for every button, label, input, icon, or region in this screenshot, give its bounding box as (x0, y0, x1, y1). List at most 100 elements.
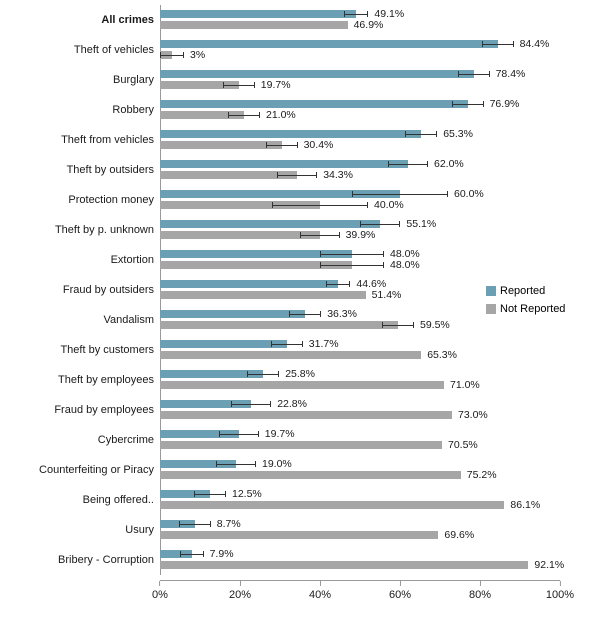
chart-row: Cybercrime 19.7% 70.5% (0, 425, 598, 455)
legend: Reported Not Reported (486, 285, 565, 321)
chart-row: Theft from vehicles65.3%30.4% (0, 125, 598, 155)
category-label: Being offered.. (10, 494, 160, 506)
value-label-reported: 36.3% (327, 308, 357, 320)
errorbar-notreported (320, 261, 384, 269)
category-label: Bribery - Corruption (10, 554, 160, 566)
category-label: Cybercrime (10, 434, 160, 446)
bar-notreported (160, 441, 442, 449)
bar-reported (160, 280, 338, 288)
value-label-notreported: 30.4% (304, 139, 334, 151)
errorbar-reported (326, 280, 350, 288)
bars-holder: 7.9%92.1% (160, 545, 560, 575)
errorbar-notreported (266, 141, 298, 149)
category-label: Counterfeiting or Piracy (10, 464, 160, 476)
value-label-reported: 78.4% (496, 68, 526, 80)
value-label-notreported: 92.1% (534, 559, 564, 571)
errorbar-notreported (228, 111, 260, 119)
chart-row: Theft by outsiders62.0%34.3% (0, 155, 598, 185)
value-label-notreported: 69.6% (444, 529, 474, 541)
bars-holder: 49.1%46.9% (160, 5, 560, 35)
bars-holder: 25.8%71.0% (160, 365, 560, 395)
bar-notreported (160, 21, 348, 29)
chart-row: Fraud by employees 22.8% 73.0% (0, 395, 598, 425)
legend-label: Reported (500, 285, 545, 297)
bar-reported (160, 220, 380, 228)
bars-holder: 84.4%3% (160, 35, 560, 65)
legend-swatch (486, 286, 496, 296)
bars-holder: 8.7%69.6% (160, 515, 560, 545)
chart-row: Counterfeiting or Piracy19.0%75.2% (0, 455, 598, 485)
category-label: Theft by p. unknown (10, 224, 160, 236)
bar-notreported (160, 411, 452, 419)
x-tick-label: 0% (152, 589, 168, 601)
category-label: Theft of vehicles (10, 44, 160, 56)
value-label-reported: 60.0% (454, 188, 484, 200)
category-label: Burglary (10, 74, 160, 86)
errorbar-reported (344, 10, 368, 18)
errorbar-reported (352, 190, 448, 198)
errorbar-reported (405, 130, 437, 138)
errorbar-reported (289, 310, 321, 318)
bar-reported (160, 70, 474, 78)
x-axis: 0%20%40%60%80%100% (160, 580, 560, 610)
value-label-notreported: 86.1% (510, 499, 540, 511)
bar-reported (160, 100, 468, 108)
errorbar-reported (179, 520, 211, 528)
value-label-reported: 19.7% (265, 428, 295, 440)
chart-row: Robbery76.9%21.0% (0, 95, 598, 125)
chart-row: All crimes49.1%46.9% (0, 5, 598, 35)
bar-notreported (160, 291, 366, 299)
x-tick-label: 60% (389, 589, 411, 601)
x-tick-label: 20% (229, 589, 251, 601)
category-label: Vandalism (10, 314, 160, 326)
bars-holder: 48.0%48.0% (160, 245, 560, 275)
bar-notreported (160, 471, 461, 479)
errorbar-notreported (300, 231, 340, 239)
value-label-reported: 12.5% (232, 488, 262, 500)
bar-reported (160, 160, 408, 168)
bars-holder: 22.8% 73.0% (160, 395, 560, 425)
value-label-reported: 76.9% (490, 98, 520, 110)
chart-row: Extortion48.0%48.0% (0, 245, 598, 275)
errorbar-reported (219, 430, 259, 438)
bar-notreported (160, 351, 421, 359)
value-label-notreported: 71.0% (450, 379, 480, 391)
bars-holder: 31.7%65.3% (160, 335, 560, 365)
errorbar-reported (458, 70, 490, 78)
category-label: Protection money (10, 194, 160, 206)
bars-holder: 19.7% 70.5% (160, 425, 560, 455)
errorbar-notreported (382, 321, 414, 329)
bars-holder: 65.3%30.4% (160, 125, 560, 155)
bar-notreported (160, 531, 438, 539)
value-label-notreported: 70.5% (448, 439, 478, 451)
category-label: Theft by employees (10, 374, 160, 386)
value-label-notreported: 39.9% (346, 229, 376, 241)
value-label-notreported: 40.0% (374, 199, 404, 211)
bars-holder: 76.9% 21.0% (160, 95, 560, 125)
value-label-notreported: 59.5% (420, 319, 450, 331)
value-label-notreported: 21.0% (266, 109, 296, 121)
bar-reported (160, 10, 356, 18)
category-label: Fraud by employees (10, 404, 160, 416)
value-label-notreported: 75.2% (467, 469, 497, 481)
legend-label: Not Reported (500, 303, 565, 315)
bars-holder: 62.0%34.3% (160, 155, 560, 185)
value-label-notreported: 19.7% (261, 79, 291, 91)
value-label-reported: 22.8% (277, 398, 307, 410)
bar-reported (160, 40, 498, 48)
category-label: Usury (10, 524, 160, 536)
value-label-notreported: 73.0% (458, 409, 488, 421)
bar-notreported (160, 141, 282, 149)
chart-row: Theft by employees25.8%71.0% (0, 365, 598, 395)
errorbar-notreported (160, 51, 184, 59)
value-label-notreported: 34.3% (323, 169, 353, 181)
chart-row: Being offered.. 12.5% 86.1% (0, 485, 598, 515)
value-label-reported: 55.1% (406, 218, 436, 230)
value-label-notreported: 48.0% (390, 259, 420, 271)
chart-row: Usury8.7%69.6% (0, 515, 598, 545)
category-label: Theft by customers (10, 344, 160, 356)
bars-holder: 60.0% 40.0% (160, 185, 560, 215)
legend-item-reported: Reported (486, 285, 565, 297)
chart-row: Theft by p. unknown 55.1% 39.9% (0, 215, 598, 245)
value-label-notreported: 46.9% (354, 19, 384, 31)
